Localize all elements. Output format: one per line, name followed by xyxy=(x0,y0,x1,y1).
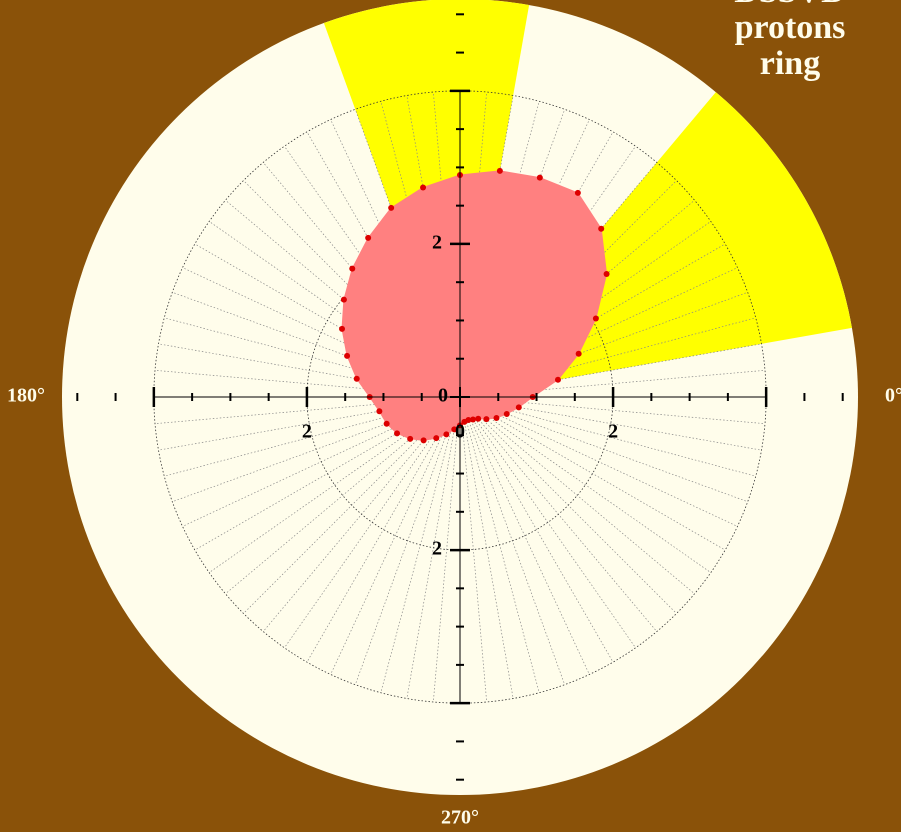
angular-grid-line xyxy=(284,412,450,648)
angular-grid-line xyxy=(154,398,441,425)
r-tick-label: 0 xyxy=(455,421,465,443)
data-point xyxy=(376,408,383,415)
angular-grid-line xyxy=(477,291,748,391)
angular-grid-line xyxy=(477,403,748,503)
chart-title: ring xyxy=(760,45,820,82)
data-point xyxy=(353,375,360,382)
data-point xyxy=(592,315,599,322)
data-point xyxy=(344,352,351,359)
data-point xyxy=(407,435,414,442)
angular-grid-line xyxy=(406,415,458,699)
data-point xyxy=(465,417,472,424)
angular-grid-line xyxy=(209,407,445,573)
angular-grid-line xyxy=(194,406,444,551)
data-point xyxy=(433,435,440,442)
data-point xyxy=(365,234,372,241)
data-point xyxy=(420,184,427,191)
angular-grid-line xyxy=(432,416,459,703)
data-point xyxy=(443,431,450,438)
angular-grid-line xyxy=(469,413,614,663)
data-point xyxy=(475,415,482,422)
angular-grid-line xyxy=(182,404,443,527)
data-point xyxy=(496,167,503,174)
data-point xyxy=(575,350,582,357)
angular-grid-line xyxy=(354,414,454,685)
angular-grid-line xyxy=(478,399,762,451)
angular-grid-line xyxy=(194,243,444,388)
r-tick-label: 2 xyxy=(432,538,442,560)
r-tick-label: 2 xyxy=(302,421,312,443)
angular-grid-line xyxy=(164,401,442,477)
r-tick-label: 2 xyxy=(432,232,442,254)
angular-grid-line xyxy=(158,399,442,451)
data-point xyxy=(554,376,561,383)
data-point xyxy=(598,225,605,232)
data-point xyxy=(503,411,510,418)
angle-label: 180° xyxy=(7,385,45,407)
angular-grid-line xyxy=(209,221,445,387)
angular-grid-line xyxy=(225,409,446,595)
data-point xyxy=(574,189,581,196)
data-point xyxy=(515,404,522,411)
angular-grid-line xyxy=(262,411,448,632)
data-point xyxy=(603,271,610,278)
angular-grid-line xyxy=(461,416,488,703)
angular-grid-line xyxy=(154,369,441,396)
r-tick-label: 2 xyxy=(608,421,618,443)
data-point xyxy=(470,416,477,423)
chart-title: DSSVD xyxy=(734,0,845,10)
angular-grid-line xyxy=(479,369,766,396)
data-point xyxy=(383,420,390,427)
angular-grid-line xyxy=(470,412,636,648)
angular-grid-line xyxy=(477,267,738,390)
angular-grid-line xyxy=(158,343,442,395)
angular-grid-line xyxy=(182,267,443,390)
data-point xyxy=(349,265,356,272)
angular-grid-line xyxy=(474,409,695,595)
angular-grid-line xyxy=(478,401,756,477)
angular-grid-line xyxy=(478,343,762,395)
data-point xyxy=(388,204,395,211)
angular-grid-line xyxy=(164,317,442,393)
data-point xyxy=(394,430,401,437)
data-point xyxy=(339,325,346,332)
angle-label: 270° xyxy=(441,807,479,829)
angular-grid-line xyxy=(475,407,711,573)
angular-grid-line xyxy=(478,317,756,393)
angular-grid-line xyxy=(243,410,447,614)
angular-grid-line xyxy=(172,291,443,391)
angular-grid-line xyxy=(306,413,451,663)
angular-grid-line xyxy=(472,411,658,632)
angle-label: 0° xyxy=(885,385,901,407)
angular-grid-line xyxy=(172,403,443,503)
r-tick-label: 0 xyxy=(438,385,448,407)
data-point xyxy=(340,296,347,303)
angular-grid-line xyxy=(225,199,446,385)
angular-grid-line xyxy=(477,404,738,527)
angular-grid-line xyxy=(330,414,453,675)
angular-grid-line xyxy=(464,415,540,693)
angular-grid-line xyxy=(380,415,456,693)
angular-grid-line xyxy=(476,406,726,551)
data-point xyxy=(493,415,500,422)
angular-grid-line xyxy=(462,415,514,699)
data-point xyxy=(536,174,543,181)
data-point xyxy=(483,416,490,423)
chart-title: protons xyxy=(735,9,846,46)
angular-grid-line xyxy=(476,243,726,388)
angular-grid-line xyxy=(479,398,766,425)
data-point xyxy=(420,437,427,444)
angular-grid-line xyxy=(243,180,447,384)
angular-grid-line xyxy=(466,414,566,685)
angular-grid-line xyxy=(473,410,677,614)
data-point xyxy=(451,426,458,433)
angular-grid-line xyxy=(467,414,590,675)
